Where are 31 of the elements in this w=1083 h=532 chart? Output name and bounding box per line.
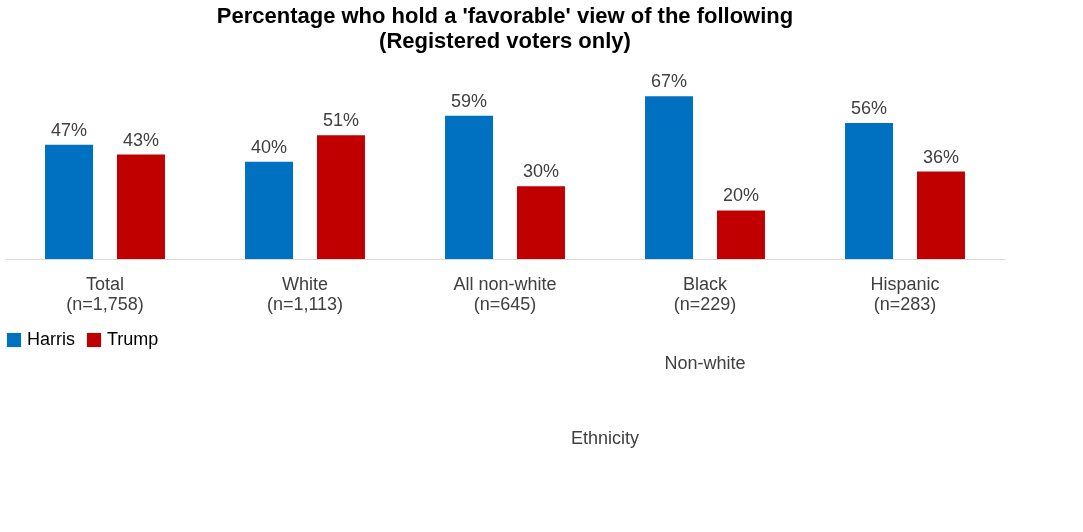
bar — [916, 171, 965, 259]
x-tick-label: All non-white (n=645) — [453, 273, 557, 314]
chart-subtitle: (Registered voters only) — [379, 28, 631, 54]
bar — [116, 154, 165, 259]
bar — [316, 135, 365, 259]
data-label: 36% — [922, 146, 959, 167]
data-label: 40% — [251, 136, 288, 157]
chart-title: Percentage who hold a 'favorable' view of the following — [216, 3, 794, 29]
data-label: 43% — [122, 129, 159, 150]
bar — [245, 161, 294, 259]
data-label: 20% — [722, 185, 759, 206]
x-tick-label: Total (n=1,758) — [66, 273, 144, 314]
bar — [445, 115, 494, 259]
x-tick-label: Black (n=229) — [673, 273, 737, 314]
text: Ethnicity — [570, 428, 640, 448]
data-label: 59% — [451, 90, 488, 111]
x-tick-label: White (n=1,113) — [266, 273, 344, 314]
bar — [845, 123, 894, 259]
data-label: 51% — [322, 110, 359, 131]
legend-label: Harris — [27, 329, 75, 349]
legend-label: Trump — [107, 329, 159, 349]
bar — [516, 186, 565, 259]
x-tick-label: Hispanic (n=283) — [870, 273, 940, 314]
data-label: 67% — [651, 71, 688, 92]
data-label: 56% — [851, 98, 888, 118]
bar — [645, 96, 694, 259]
bar — [716, 210, 765, 259]
text: Non-white — [664, 353, 746, 373]
data-label: 47% — [51, 119, 88, 140]
bar — [45, 144, 94, 259]
data-label: 30% — [522, 161, 559, 182]
